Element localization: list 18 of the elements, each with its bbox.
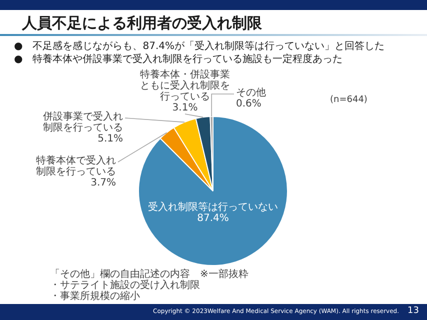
slice-label: 特養本体で受入れ制限を行っている <box>36 154 116 178</box>
text: (n=644) <box>330 95 368 105</box>
slice-label: その他 <box>236 86 266 99</box>
text: ・サテライト施設の受け入れ制限 <box>50 280 201 291</box>
data-label: 87.4% <box>197 212 229 224</box>
text: 「その他」欄の自由記述の内容 ※一部抜粋 <box>50 269 248 280</box>
data-label: 5.1% <box>98 134 123 145</box>
slice-label: 受入れ制限等は行っていない <box>148 200 278 213</box>
slice-label: 併設事業で受入れ制限を行っている <box>43 110 123 134</box>
text: ● 特養本体や併設事業で受入れ制限を行っている施設も一定程度あった <box>14 53 344 66</box>
text: 13 <box>408 306 419 316</box>
data-label: 0.6% <box>236 98 262 110</box>
slice-label: 特養本体・併設事業ともに受入れ制限を行っている <box>140 68 230 103</box>
text: ● 不足感を感じながらも、87.4%が「受入れ制限等は行っていない」と回答した <box>14 40 384 53</box>
text: ・事業所規模の縮小 <box>50 291 141 302</box>
data-label: 3.7% <box>90 178 116 189</box>
data-label: 3.1% <box>172 102 198 114</box>
chart-title: 人員不足による利用者の受入れ制限 <box>22 14 262 33</box>
